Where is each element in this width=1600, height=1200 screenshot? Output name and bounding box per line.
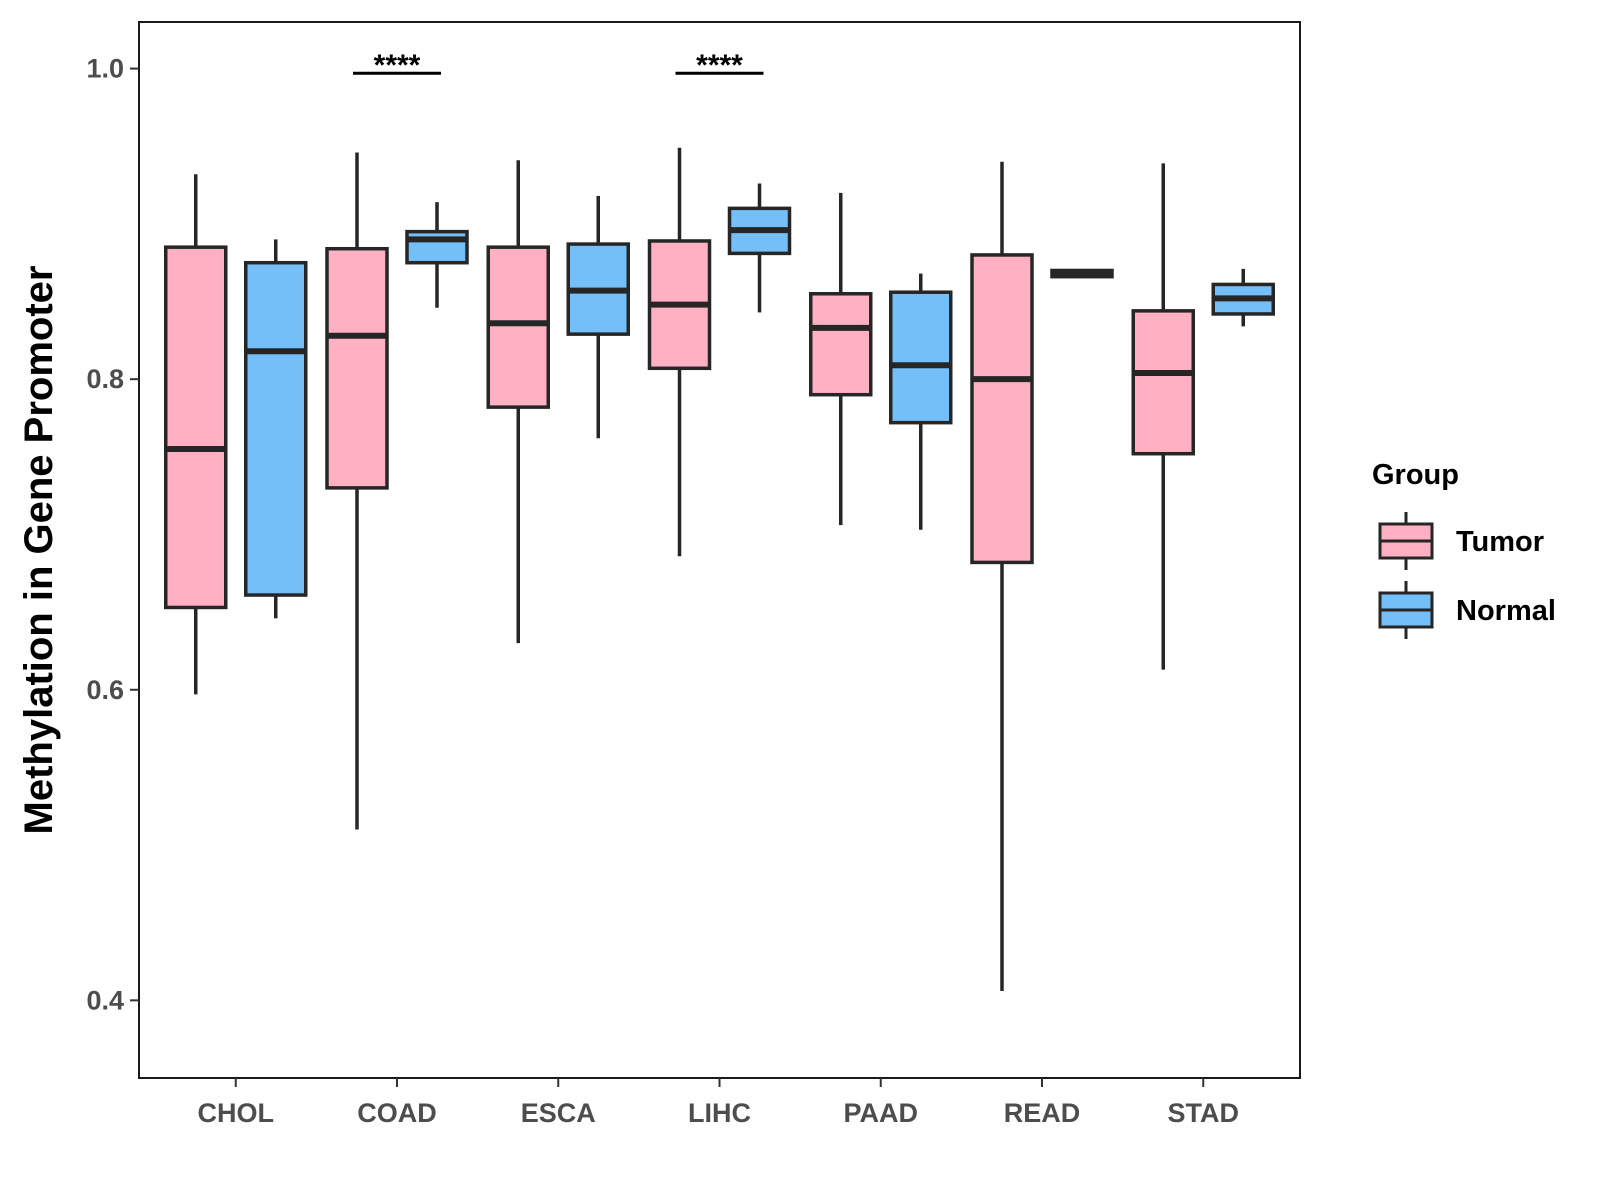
box-body (164, 245, 228, 610)
legend-label-tumor: Tumor (1456, 526, 1544, 558)
box-stad-tumor (1131, 163, 1195, 670)
box-paad-tumor (809, 192, 873, 526)
box-body (486, 245, 550, 409)
y-tick-label: 0.4 (86, 985, 124, 1015)
box-esca-tumor (486, 160, 550, 644)
x-tick-label-lihc: LIHC (688, 1098, 751, 1128)
box-body (325, 246, 389, 490)
x-tick-label-chol: CHOL (198, 1098, 275, 1128)
y-tick-label: 0.8 (86, 364, 124, 394)
box-read-normal (1050, 268, 1114, 279)
significance-label-lihc: **** (696, 49, 743, 82)
box-lihc-tumor (647, 147, 712, 557)
box-chol-tumor (164, 174, 228, 695)
legend-entry-normal: Normal (1378, 581, 1556, 639)
y-axis: 0.4 0.6 0.8 1.0 (86, 54, 139, 1015)
significance-label-coad: **** (374, 49, 421, 82)
box-body (889, 290, 953, 425)
box-paad-normal (889, 273, 953, 530)
x-tick-label-stad: STAD (1168, 1098, 1240, 1128)
box-body (244, 260, 308, 597)
plot-panel-border (138, 21, 1301, 1079)
x-tick-label-paad: PAAD (843, 1098, 918, 1128)
significance-annotations: **** **** (353, 49, 764, 82)
box-coad-tumor (325, 152, 389, 830)
x-tick-label-read: READ (1004, 1098, 1081, 1128)
box-chol-normal (244, 239, 308, 619)
box-coad-normal (405, 202, 469, 308)
x-tick-label-esca: ESCA (521, 1098, 596, 1128)
legend-entry-tumor: Tumor (1378, 512, 1544, 570)
box-stad-normal (1211, 268, 1275, 327)
y-tick-label: 1.0 (86, 54, 124, 84)
legend-label-normal: Normal (1456, 595, 1556, 627)
x-tick-label-coad: COAD (357, 1098, 437, 1128)
box-body (1131, 309, 1195, 456)
y-axis-title: Methylation in Gene Promoter (17, 266, 61, 835)
box-body (970, 253, 1034, 565)
box-body (809, 292, 873, 397)
boxplot-boxes (164, 147, 1275, 992)
y-tick-label: 0.6 (86, 675, 124, 705)
box-esca-normal (566, 195, 630, 439)
box-body (405, 229, 469, 265)
legend-title: Group (1372, 459, 1459, 491)
x-axis: CHOL COAD ESCA LIHC PAAD READ STAD (198, 1078, 1240, 1128)
legend: Group Tumor Normal (1372, 459, 1556, 639)
box-lihc-normal (727, 183, 792, 313)
box-read-tumor (970, 161, 1034, 992)
